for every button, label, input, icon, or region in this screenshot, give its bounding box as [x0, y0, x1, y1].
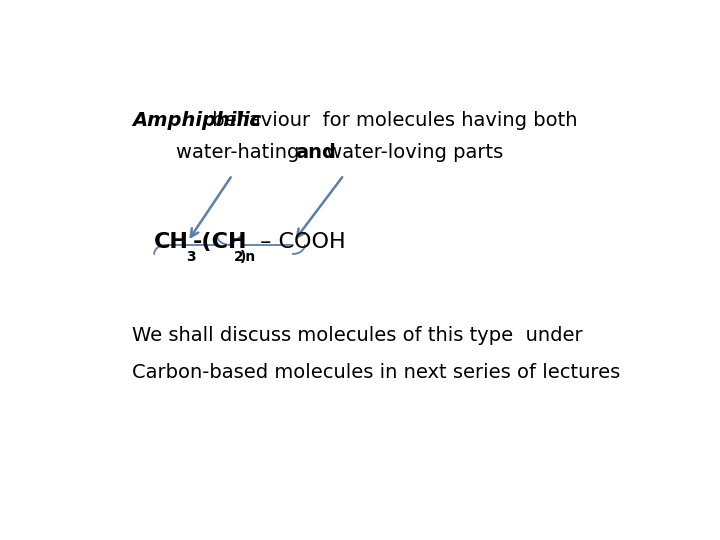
Text: )n: )n: [240, 251, 256, 265]
Text: behaviour  for molecules having both: behaviour for molecules having both: [206, 111, 577, 131]
Text: We shall discuss molecules of this type  under: We shall discuss molecules of this type …: [132, 326, 582, 345]
Text: and: and: [294, 144, 336, 163]
Text: water-loving parts: water-loving parts: [320, 144, 504, 163]
Text: 3: 3: [186, 251, 196, 265]
Text: CH: CH: [154, 232, 189, 252]
Text: 2: 2: [233, 251, 243, 265]
Text: – COOH: – COOH: [253, 232, 346, 252]
Text: Amphiphilic: Amphiphilic: [132, 111, 261, 131]
Text: Carbon-based molecules in next series of lectures: Carbon-based molecules in next series of…: [132, 363, 620, 382]
Text: -(CH: -(CH: [193, 232, 248, 252]
Text: water-hating: water-hating: [176, 144, 319, 163]
